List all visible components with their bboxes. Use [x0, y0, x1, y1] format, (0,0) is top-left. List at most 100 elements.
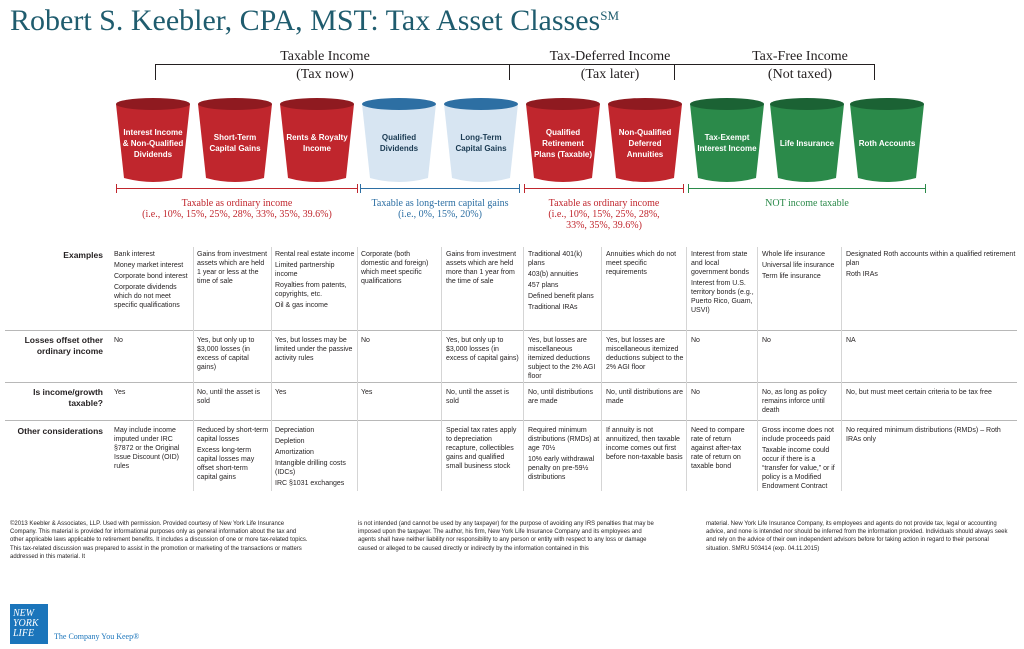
row-header-growth: Is income/growth taxable? — [33, 387, 103, 408]
cup-qualified-dividends: Qualified Dividends — [360, 96, 438, 182]
losses-long-term-gains: Yes, but only up to $3,000 losses (in ex… — [446, 337, 519, 362]
bracket-left — [155, 64, 510, 80]
consideration-item: Intangible drilling costs (IDCs) — [275, 460, 346, 476]
group-label: Taxable Income — [280, 49, 370, 64]
column-divider — [841, 247, 842, 491]
other-rents-royalty: Depreciation Depletion Amortization Inta… — [275, 426, 355, 490]
row-header-losses: Losses offset other ordinary income — [24, 335, 103, 356]
tax-label-title: Taxable as ordinary income — [181, 198, 293, 209]
tax-label-rates: 33%, 35%, 39.6%) — [566, 220, 642, 231]
consideration-item: IRC §1031 exchanges — [275, 480, 345, 487]
line-tick — [925, 184, 926, 193]
other-life-insurance: Gross income does not include proceeds p… — [762, 426, 840, 493]
other-roth-accounts: No required minimum distributions (RMDs)… — [846, 426, 1016, 446]
consideration-item: 10% early withdrawal penalty on pre-59½ … — [528, 456, 595, 481]
cup-shape — [526, 98, 600, 182]
example-item: Whole life insurance — [762, 251, 826, 258]
losses-roth-accounts: NA — [846, 337, 856, 344]
cup-shape — [198, 98, 272, 182]
line-tick — [688, 184, 689, 193]
examples-rents-royalty: Rental real estate income Limited partne… — [275, 250, 355, 312]
example-item: Limited partnership income — [275, 262, 335, 278]
group-label: Tax-Deferred Income — [549, 49, 671, 64]
row-header-other: Other considerations — [17, 426, 104, 436]
column-divider — [686, 247, 687, 491]
cup-qualified-retirement: Qualified Retirement Plans (Taxable) — [524, 96, 602, 182]
cup-label: Tax-Exempt Interest Income — [697, 133, 757, 153]
cup-shape — [116, 98, 190, 182]
losses-short-term-gains: Yes, but only up to $3,000 losses (in ex… — [197, 337, 255, 371]
example-item: Gains from investment assets which are h… — [197, 251, 268, 285]
logo-text: NEW — [13, 608, 35, 619]
cup-rents-royalty: Rents & Royalty Income — [278, 96, 356, 182]
logo-text: LIFE — [13, 628, 35, 639]
consideration-item: Gross income does not include proceeds p… — [762, 427, 834, 443]
tax-label-rates: (i.e., 0%, 15%, 20%) — [398, 209, 482, 220]
line-tick — [683, 184, 684, 193]
example-item: Interest from U.S. territory bonds (e.g.… — [691, 280, 754, 314]
other-long-term-gains: Special tax rates apply to depreciation … — [446, 426, 521, 473]
other-deferred-annuities: If annuity is not annuitized, then taxab… — [606, 426, 684, 464]
losses-deferred-annuities: Yes, but losses are miscellaneous itemiz… — [606, 337, 684, 371]
growth-deferred-annuities: No, until distributions are made — [606, 389, 684, 405]
example-item: Corporate dividends which do not meet sp… — [114, 284, 180, 309]
growth-qualified-dividends: Yes — [361, 389, 373, 396]
consideration-item: Depletion — [275, 438, 305, 445]
column-divider — [357, 247, 358, 491]
consideration-item: Depreciation — [275, 427, 315, 434]
examples-qualified-retirement: Traditional 401(k) plans 403(b) annuitie… — [528, 250, 600, 314]
cup-shape — [608, 98, 682, 182]
growth-interest-income: Yes — [114, 389, 126, 396]
example-item: Traditional 401(k) plans — [528, 251, 583, 267]
example-item: Corporate bond interest — [114, 273, 188, 280]
example-item: Defined benefit plans — [528, 293, 594, 300]
column-divider — [441, 247, 442, 491]
service-mark: SM — [600, 8, 620, 23]
cup-long-term-gains: Long-Term Capital Gains — [442, 96, 520, 182]
consideration-item: Amortization — [275, 449, 314, 456]
growth-tax-exempt-interest: No — [691, 389, 700, 396]
cup-deferred-annuities: Non-Qualified Deferred Annuities — [606, 96, 684, 182]
tax-label-rates: (i.e., 10%, 15%, 25%, 28%, — [548, 209, 660, 220]
column-divider — [193, 247, 194, 491]
bracket-middle — [510, 64, 675, 80]
group-header-taxable: Taxable Income (Tax now) — [230, 48, 420, 84]
group-sublabel: (Tax later) — [580, 67, 640, 82]
tax-label-title: Taxable as ordinary income — [548, 198, 660, 209]
example-item: Term life insurance — [762, 273, 821, 280]
line-tick — [357, 184, 358, 193]
consideration-item: If annuity is not annuitized, then taxab… — [606, 427, 683, 461]
cup-interest-income: Interest Income & Non-Qualified Dividend… — [114, 96, 192, 182]
example-item: Designated Roth accounts within a qualif… — [846, 251, 1016, 267]
cup-label: Interest Income & Non-Qualified Dividend… — [122, 127, 184, 159]
disclaimer-column-3: material. New York Life Insurance Compan… — [706, 521, 1008, 552]
growth-long-term-gains: No, until the asset is sold — [446, 389, 510, 405]
tax-label-ordinary: Taxable as ordinary income (i.e., 10%, 1… — [116, 198, 358, 220]
example-item: Money market interest — [114, 262, 184, 269]
growth-life-insurance: No, as long as policy remains inforce un… — [762, 389, 827, 414]
cup-shape — [690, 98, 764, 182]
other-tax-exempt-interest: Need to compare rate of return against a… — [691, 426, 755, 473]
deferred-ordinary-line — [524, 188, 684, 189]
new-york-life-logo: NEW YORK LIFE — [10, 604, 48, 644]
example-item: Oil & gas income — [275, 302, 328, 309]
column-divider — [601, 247, 602, 491]
tax-label-not-taxable: NOT income taxable — [688, 198, 926, 209]
example-item: Bank interest — [114, 251, 155, 258]
group-sublabel: (Tax now) — [296, 67, 354, 82]
growth-qualified-retirement: No, until distributions are made — [528, 389, 593, 405]
line-tick — [519, 184, 520, 193]
losses-qualified-dividends: No — [361, 337, 370, 344]
consideration-item: Special tax rates apply to depreciation … — [446, 427, 517, 470]
growth-roth-accounts: No, but must meet certain criteria to be… — [846, 389, 992, 396]
group-sublabel: (Not taxed) — [767, 67, 833, 82]
cup-shape — [362, 98, 436, 182]
cup-label: Qualified Dividends — [379, 133, 419, 153]
other-qualified-retirement: Required minimum distributions (RMDs) at… — [528, 426, 600, 484]
example-item: 457 plans — [528, 282, 559, 289]
logo-text: YORK — [13, 618, 39, 629]
consideration-item: May include income imputed under IRC §78… — [114, 427, 180, 470]
cup-shape — [850, 98, 924, 182]
group-header-tax-deferred: Tax-Deferred Income (Tax later) — [520, 48, 700, 84]
consideration-item: Need to compare rate of return against a… — [691, 427, 745, 470]
